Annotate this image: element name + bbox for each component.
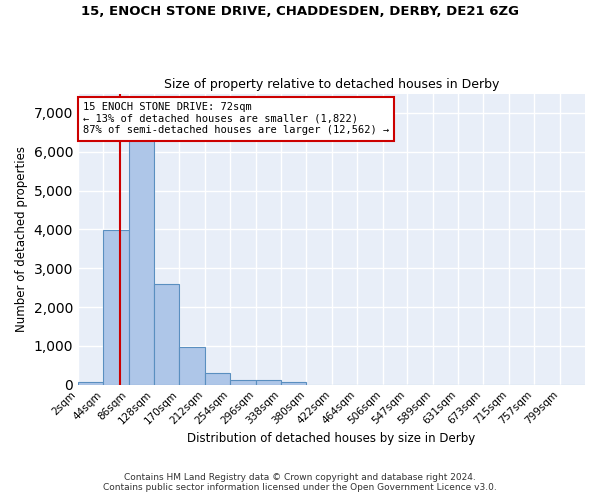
Bar <box>256 380 281 384</box>
Bar <box>78 382 103 384</box>
Bar <box>205 372 230 384</box>
Bar <box>230 380 256 384</box>
Bar <box>281 382 307 384</box>
Title: Size of property relative to detached houses in Derby: Size of property relative to detached ho… <box>164 78 499 91</box>
Bar <box>128 130 154 384</box>
Text: Contains public sector information licensed under the Open Government Licence v3: Contains public sector information licen… <box>103 484 497 492</box>
Y-axis label: Number of detached properties: Number of detached properties <box>15 146 28 332</box>
Bar <box>154 284 179 384</box>
X-axis label: Distribution of detached houses by size in Derby: Distribution of detached houses by size … <box>187 432 476 445</box>
Text: 15 ENOCH STONE DRIVE: 72sqm
← 13% of detached houses are smaller (1,822)
87% of : 15 ENOCH STONE DRIVE: 72sqm ← 13% of det… <box>83 102 389 136</box>
Text: Contains HM Land Registry data © Crown copyright and database right 2024.: Contains HM Land Registry data © Crown c… <box>124 474 476 482</box>
Text: 15, ENOCH STONE DRIVE, CHADDESDEN, DERBY, DE21 6ZG: 15, ENOCH STONE DRIVE, CHADDESDEN, DERBY… <box>81 5 519 18</box>
Bar <box>179 348 205 385</box>
Bar <box>103 230 128 384</box>
